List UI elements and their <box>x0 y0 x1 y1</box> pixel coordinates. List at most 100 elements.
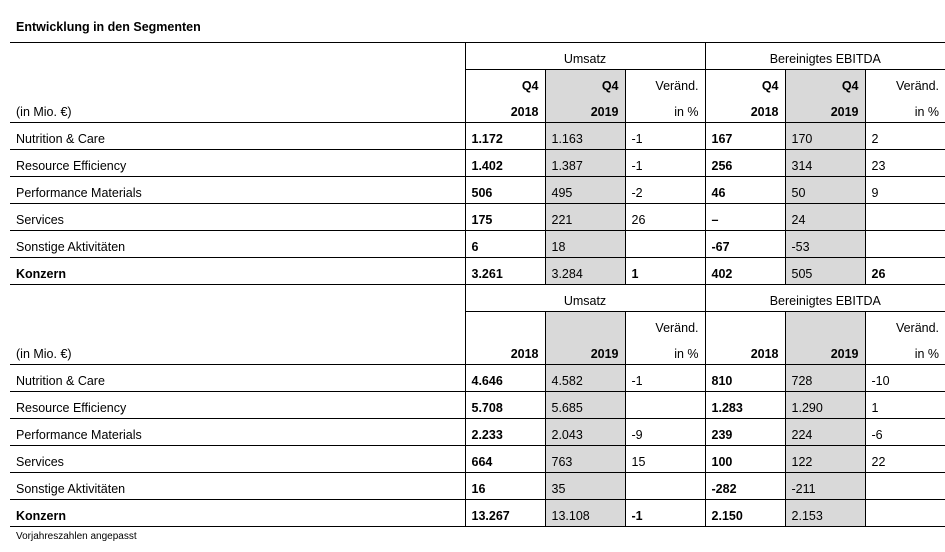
cell: 2.150 <box>705 500 785 527</box>
cell: 221 <box>545 204 625 231</box>
cell: 22 <box>865 446 945 473</box>
cell: 1.402 <box>465 150 545 177</box>
cell <box>625 231 705 258</box>
cell: -2 <box>625 177 705 204</box>
col-umsatz-change-l2: in % <box>625 338 705 365</box>
sub-header-row-line2: (in Mio. €) 2018 2019 in % 2018 2019 in … <box>10 96 945 123</box>
cell: – <box>705 204 785 231</box>
unit-label: (in Mio. €) <box>10 96 465 123</box>
cell: 26 <box>625 204 705 231</box>
cell <box>625 392 705 419</box>
cell: 256 <box>705 150 785 177</box>
cell: 50 <box>785 177 865 204</box>
cell: 1.290 <box>785 392 865 419</box>
group-header-umsatz: Umsatz <box>465 285 705 312</box>
row-label: Sonstige Aktivitäten <box>10 231 465 258</box>
cell: 175 <box>465 204 545 231</box>
col-ebitda-2019-l1: Q4 <box>785 70 865 97</box>
row-label: Sonstige Aktivitäten <box>10 473 465 500</box>
col-ebitda-2018-l2: 2018 <box>705 96 785 123</box>
cell: 314 <box>785 150 865 177</box>
col-ebitda-2019: 2019 <box>785 338 865 365</box>
col-ebitda-2018-l1: Q4 <box>705 70 785 97</box>
table-row: Nutrition & Care 4.646 4.582 -1 810 728 … <box>10 365 945 392</box>
cell: 2 <box>865 123 945 150</box>
table-row: Sonstige Aktivitäten 16 35 -282 -211 <box>10 473 945 500</box>
row-label: Nutrition & Care <box>10 123 465 150</box>
table-title: Entwicklung in den Segmenten <box>16 20 935 34</box>
cell <box>865 204 945 231</box>
cell: 224 <box>785 419 865 446</box>
cell: -1 <box>625 150 705 177</box>
cell: -10 <box>865 365 945 392</box>
cell: 1.172 <box>465 123 545 150</box>
row-label: Nutrition & Care <box>10 365 465 392</box>
cell: -53 <box>785 231 865 258</box>
col-umsatz-change-l1: Veränd. <box>625 312 705 339</box>
col-ebitda-2019-l2: 2019 <box>785 96 865 123</box>
table-row-total: Konzern 13.267 13.108 -1 2.150 2.153 <box>10 500 945 527</box>
col-umsatz-2018-l1: Q4 <box>465 70 545 97</box>
segment-table: Umsatz Bereinigtes EBITDA Q4 Q4 Veränd. … <box>10 42 945 527</box>
col-umsatz-2019: 2019 <box>545 338 625 365</box>
cell: -9 <box>625 419 705 446</box>
cell: 1.163 <box>545 123 625 150</box>
col-umsatz-change-l1: Veränd. <box>625 70 705 97</box>
row-label: Performance Materials <box>10 177 465 204</box>
table-row-total: Konzern 3.261 3.284 1 402 505 26 <box>10 258 945 285</box>
cell: -67 <box>705 231 785 258</box>
cell: 13.108 <box>545 500 625 527</box>
sub-header-row-line1: Q4 Q4 Veränd. Q4 Q4 Veränd. <box>10 70 945 97</box>
col-ebitda-change-l1: Veränd. <box>865 312 945 339</box>
cell: 2.043 <box>545 419 625 446</box>
col-ebitda-change-l2: in % <box>865 96 945 123</box>
table-row: Sonstige Aktivitäten 6 18 -67 -53 <box>10 231 945 258</box>
cell: -211 <box>785 473 865 500</box>
cell: 1.387 <box>545 150 625 177</box>
cell: 13.267 <box>465 500 545 527</box>
cell: 1 <box>865 392 945 419</box>
cell: 46 <box>705 177 785 204</box>
cell: 810 <box>705 365 785 392</box>
cell: 495 <box>545 177 625 204</box>
col-umsatz-2019-l2: 2019 <box>545 96 625 123</box>
cell: 1 <box>625 258 705 285</box>
cell: -1 <box>625 123 705 150</box>
cell: 122 <box>785 446 865 473</box>
table-row: Services 664 763 15 100 122 22 <box>10 446 945 473</box>
row-label: Konzern <box>10 500 465 527</box>
cell: 6 <box>465 231 545 258</box>
group-header-ebitda: Bereinigtes EBITDA <box>705 285 945 312</box>
cell <box>625 473 705 500</box>
table-row: Services 175 221 26 – 24 <box>10 204 945 231</box>
cell: 9 <box>865 177 945 204</box>
cell: 2.233 <box>465 419 545 446</box>
cell: 26 <box>865 258 945 285</box>
cell: 664 <box>465 446 545 473</box>
cell: 5.708 <box>465 392 545 419</box>
cell <box>865 473 945 500</box>
cell: -282 <box>705 473 785 500</box>
col-ebitda-change-l1: Veränd. <box>865 70 945 97</box>
cell: 3.261 <box>465 258 545 285</box>
cell: 2.153 <box>785 500 865 527</box>
col-umsatz-2018: 2018 <box>465 338 545 365</box>
group-header-row: Umsatz Bereinigtes EBITDA <box>10 43 945 70</box>
cell: 728 <box>785 365 865 392</box>
cell: 18 <box>545 231 625 258</box>
cell: 167 <box>705 123 785 150</box>
col-umsatz-2019-l1: Q4 <box>545 70 625 97</box>
row-label: Resource Efficiency <box>10 392 465 419</box>
sub-header-row-line2: (in Mio. €) 2018 2019 in % 2018 2019 in … <box>10 338 945 365</box>
cell: 170 <box>785 123 865 150</box>
col-ebitda-2018: 2018 <box>705 338 785 365</box>
cell: -6 <box>865 419 945 446</box>
table-row: Resource Efficiency 5.708 5.685 1.283 1.… <box>10 392 945 419</box>
cell: 100 <box>705 446 785 473</box>
row-label: Performance Materials <box>10 419 465 446</box>
cell: -1 <box>625 500 705 527</box>
row-label: Resource Efficiency <box>10 150 465 177</box>
cell: 16 <box>465 473 545 500</box>
group-header-umsatz: Umsatz <box>465 43 705 70</box>
table-row: Resource Efficiency 1.402 1.387 -1 256 3… <box>10 150 945 177</box>
